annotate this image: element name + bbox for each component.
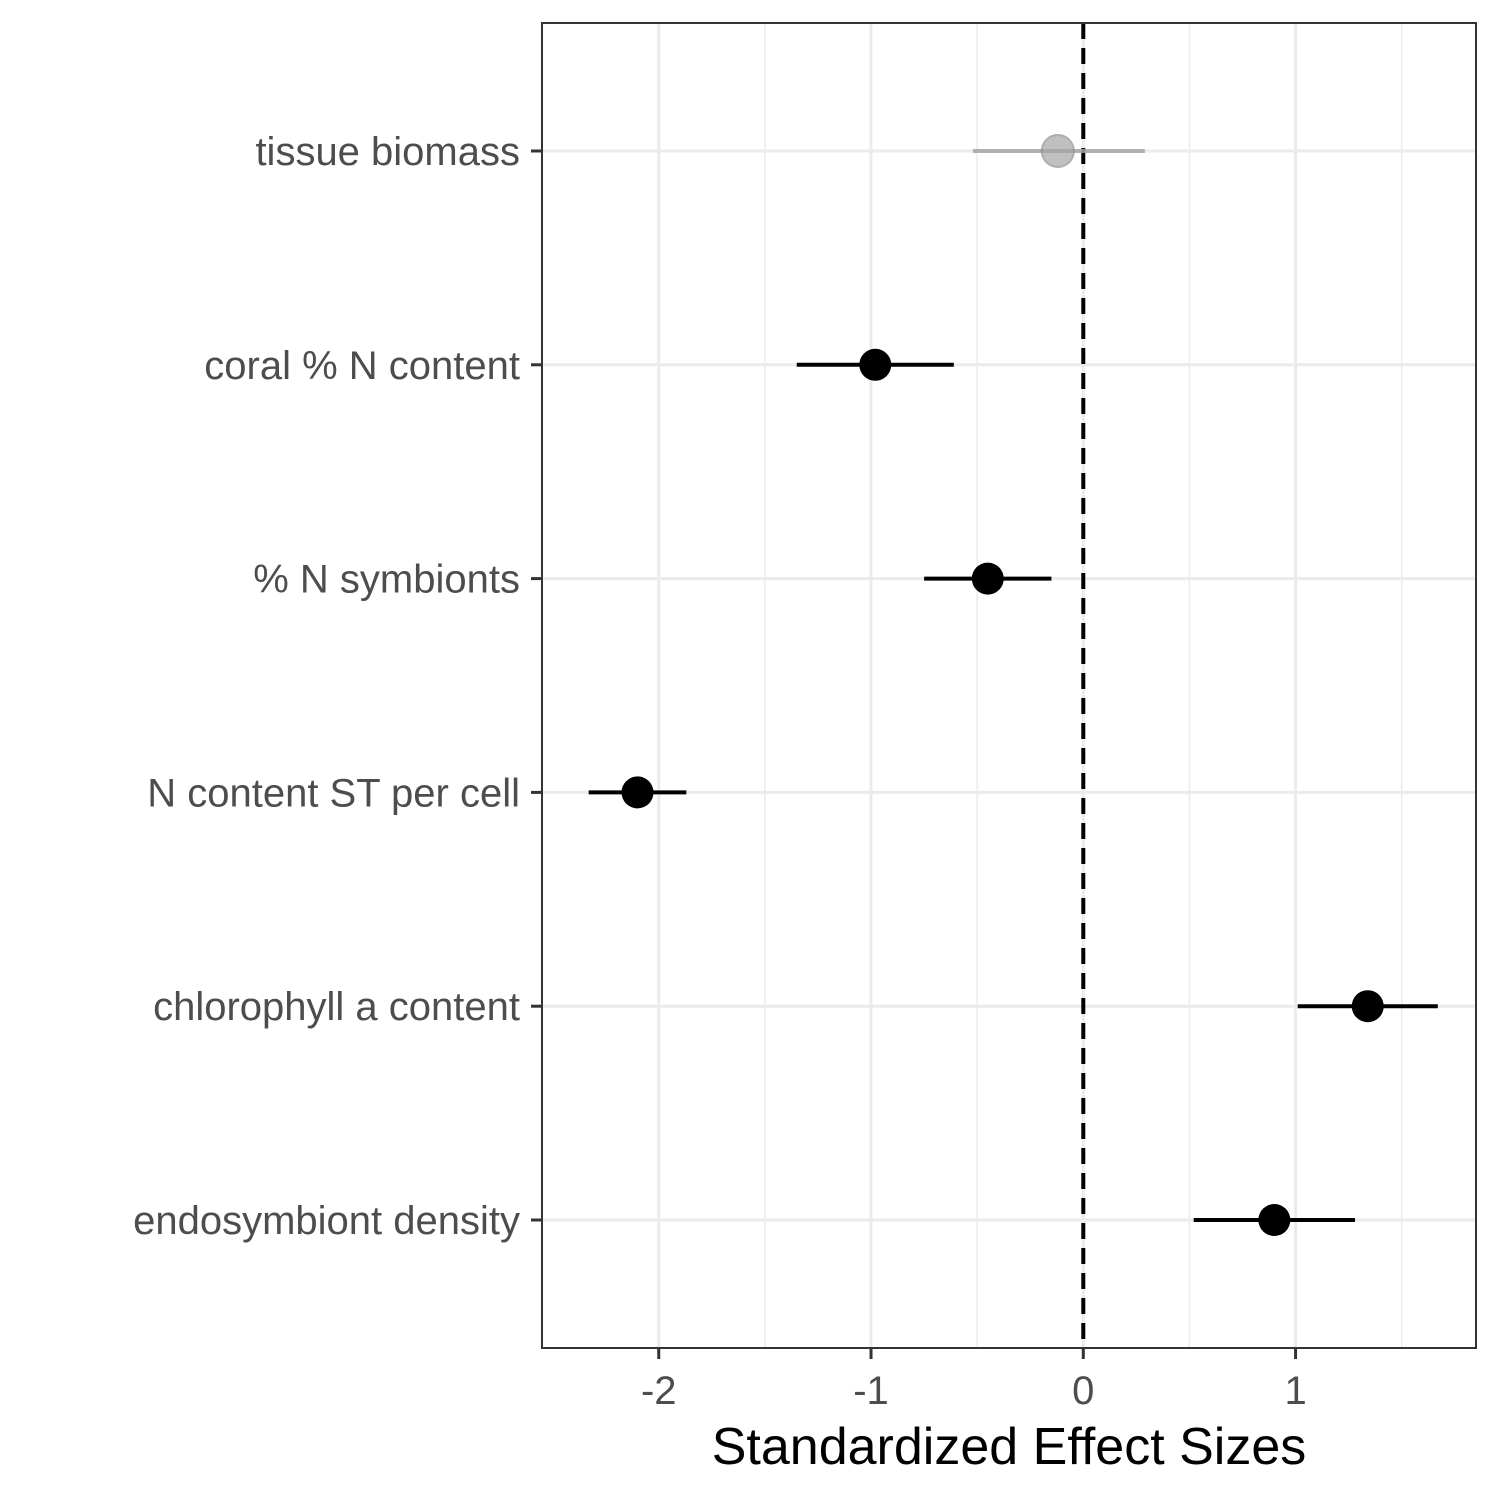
point-estimate xyxy=(1258,1204,1291,1236)
point-estimate xyxy=(859,348,892,381)
x-tick-label: -1 xyxy=(853,1369,889,1413)
y-axis: tissue biomass coral % N content % N symbi… xyxy=(133,130,542,1243)
x-axis: -2 -1 0 1 xyxy=(641,1348,1307,1413)
point-estimate xyxy=(621,776,654,809)
y-tick-label: tissue biomass xyxy=(255,130,520,174)
y-tick-label: coral % N content xyxy=(204,344,520,388)
point-estimate xyxy=(971,562,1004,595)
point-estimate xyxy=(1040,134,1075,168)
y-tick-label: N content ST per cell xyxy=(147,771,520,815)
panel-border xyxy=(541,22,1477,1349)
x-tick-label: 1 xyxy=(1284,1369,1306,1413)
y-tick-label: endosymbiont density xyxy=(133,1199,520,1243)
point-estimate xyxy=(1351,990,1384,1023)
x-tick-label: 0 xyxy=(1072,1369,1094,1413)
grid-lines xyxy=(542,23,1476,1348)
data-marks xyxy=(588,134,1438,1236)
x-axis-title: Standardized Effect Sizes xyxy=(712,1418,1307,1476)
x-tick-label: -2 xyxy=(641,1369,677,1413)
y-tick-label: chlorophyll a content xyxy=(153,985,520,1029)
y-tick-label: % N symbionts xyxy=(253,558,520,602)
